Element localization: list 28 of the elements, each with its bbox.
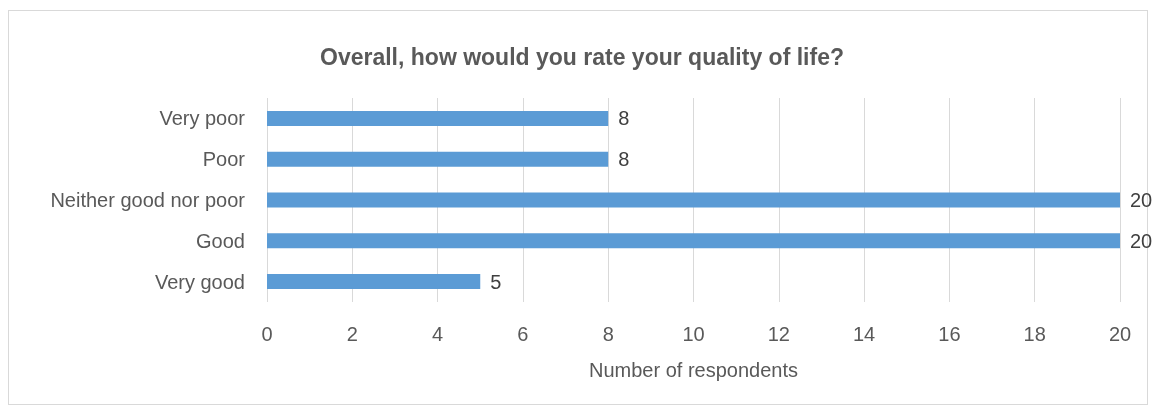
x-tick-label: 2 <box>346 323 358 345</box>
bar <box>267 110 609 126</box>
x-axis-title: Number of respondents <box>588 359 799 381</box>
x-tick-label: 12 <box>767 323 790 345</box>
x-tick-label: 8 <box>602 323 614 345</box>
y-tick-label: Good <box>196 229 245 252</box>
bar <box>267 233 1120 249</box>
x-tick-label: 20 <box>1108 323 1132 345</box>
x-tick-label: 6 <box>517 323 529 345</box>
x-tick-label: 0 <box>261 323 273 345</box>
y-tick-label: Very poor <box>159 107 246 130</box>
bar <box>267 151 609 167</box>
data-label: 8 <box>618 148 630 171</box>
data-label: 5 <box>490 270 502 293</box>
bar <box>267 192 1120 208</box>
x-tick-label: 18 <box>1023 323 1046 345</box>
data-label: 20 <box>1130 189 1153 211</box>
y-tick-label: Poor <box>202 148 246 171</box>
x-tick-label: 10 <box>682 323 705 345</box>
chart-title: Overall, how would you rate your quality of life? <box>320 43 844 70</box>
data-label: 8 <box>618 107 630 130</box>
x-tick-label: 14 <box>852 323 876 345</box>
y-tick-label: Neither good nor poor <box>50 189 246 211</box>
data-label: 20 <box>1130 229 1153 252</box>
bar <box>267 274 481 290</box>
x-tick-label: 16 <box>938 323 961 345</box>
y-tick-label: Very good <box>154 270 245 293</box>
x-tick-label: 4 <box>432 323 444 345</box>
